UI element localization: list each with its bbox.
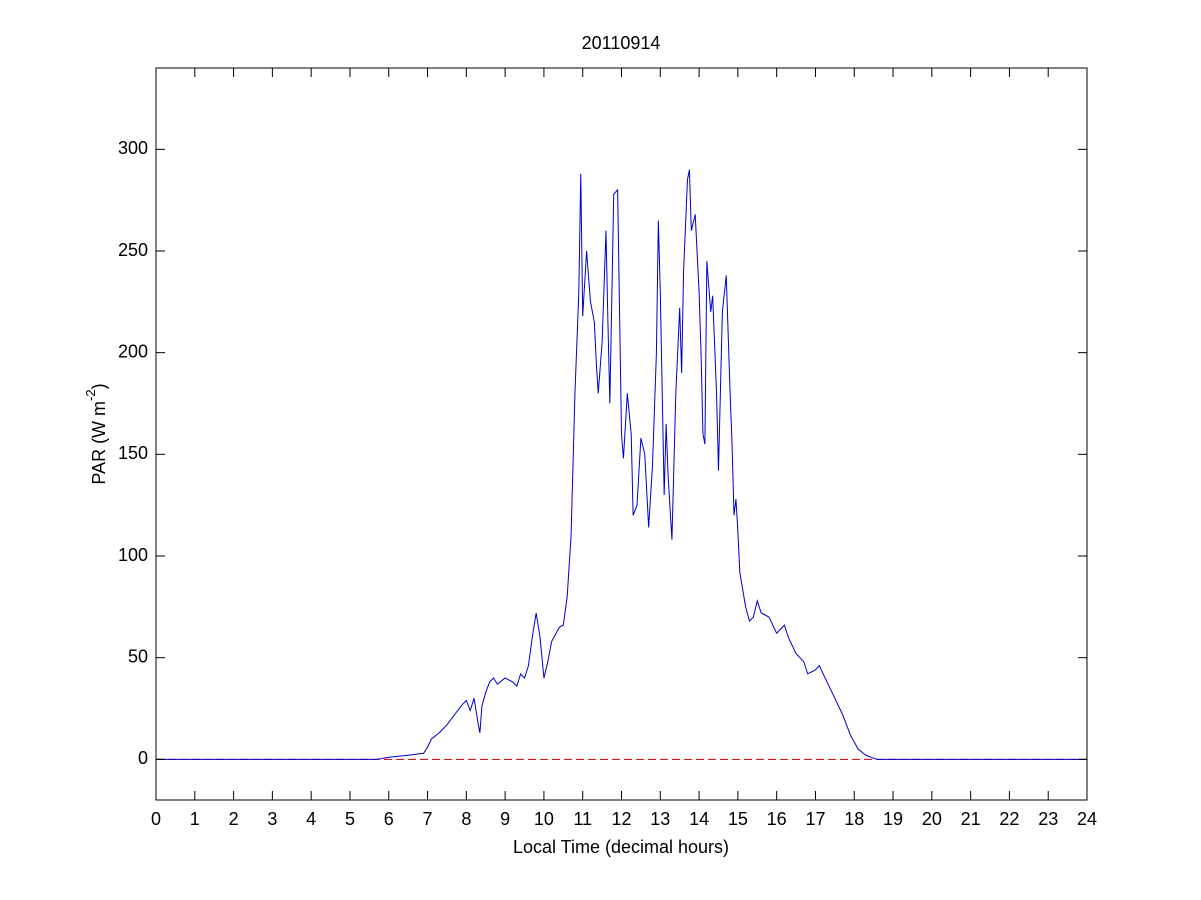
x-tick-label: 15: [728, 809, 748, 829]
y-axis-label-tail: ): [89, 383, 109, 389]
y-tick-label: 200: [118, 341, 148, 361]
y-tick-label: 150: [118, 443, 148, 463]
x-tick-label: 9: [500, 809, 510, 829]
y-tick-label: 250: [118, 240, 148, 260]
x-tick-label: 4: [306, 809, 316, 829]
x-tick-label: 17: [805, 809, 825, 829]
x-tick-label: 16: [767, 809, 787, 829]
y-axis-label-main: PAR (W m: [89, 401, 109, 485]
x-tick-label: 22: [999, 809, 1019, 829]
x-tick-label: 3: [267, 809, 277, 829]
x-tick-label: 21: [961, 809, 981, 829]
y-tick-label: 50: [128, 646, 148, 666]
x-tick-label: 0: [151, 809, 161, 829]
x-tick-label: 18: [844, 809, 864, 829]
x-tick-label: 13: [650, 809, 670, 829]
x-tick-label: 6: [384, 809, 394, 829]
y-axis-label: PAR (W m-2): [83, 383, 108, 484]
y-axis-label-sup: -2: [83, 389, 98, 401]
x-tick-label: 11: [573, 809, 592, 829]
y-tick-label: 300: [118, 138, 148, 158]
x-tick-label: 5: [345, 809, 355, 829]
x-tick-label: 1: [190, 809, 200, 829]
x-tick-label: 19: [883, 809, 903, 829]
x-tick-label: 20: [922, 809, 942, 829]
x-tick-label: 10: [534, 809, 554, 829]
chart-title: 20110914: [582, 33, 661, 53]
x-tick-label: 14: [689, 809, 709, 829]
y-tick-label: 0: [138, 748, 148, 768]
x-axis-label: Local Time (decimal hours): [513, 837, 729, 857]
x-tick-label: 24: [1077, 809, 1097, 829]
x-tick-label: 2: [229, 809, 239, 829]
y-tick-label: 100: [118, 545, 148, 565]
x-tick-label: 8: [461, 809, 471, 829]
x-tick-label: 23: [1038, 809, 1058, 829]
x-tick-label: 12: [611, 809, 631, 829]
x-tick-label: 7: [423, 809, 433, 829]
data-line: [156, 169, 1087, 760]
